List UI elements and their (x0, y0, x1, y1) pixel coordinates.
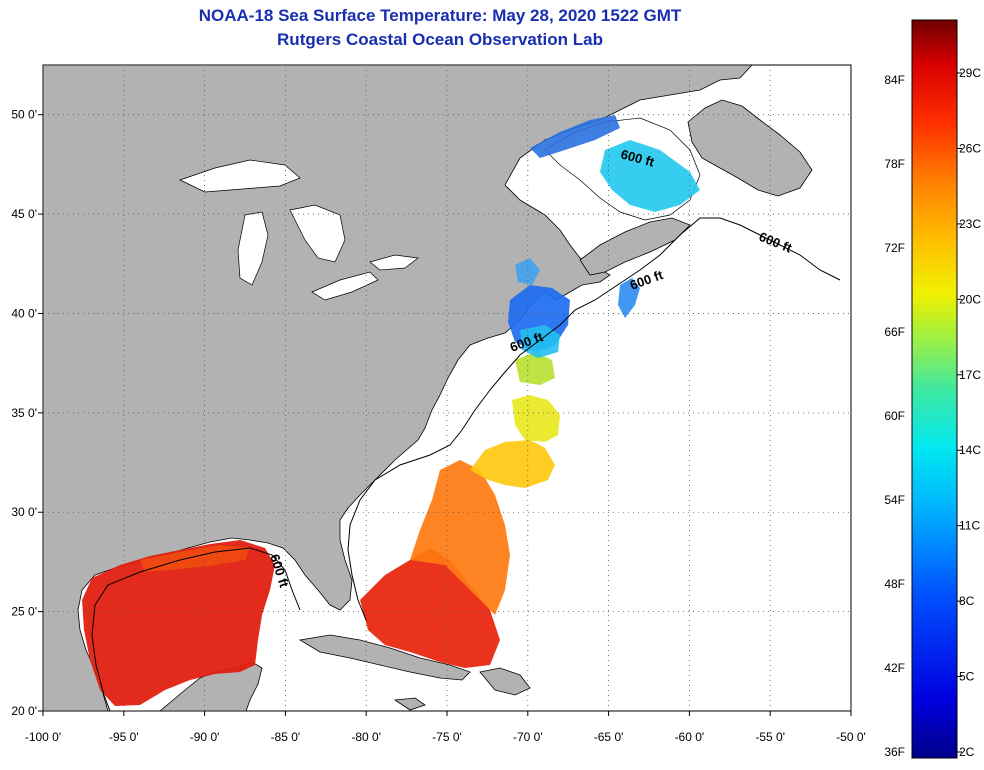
x-axis-ticks: -100 0' -95 0' -90 0' -85 0' -80 0' -75 0' -70… (25, 711, 866, 744)
colorbar-label-c: 2C (959, 745, 975, 759)
y-axis-ticks: 20 0' 25 0' 30 0' 35 0' 40 0' 45 0' 50 0' (11, 108, 43, 718)
colorbar-label-f: 72F (884, 241, 905, 255)
y-tick-label: 30 0' (11, 505, 37, 519)
land-hispaniola (479, 667, 531, 696)
x-tick-label: -85 0' (271, 730, 301, 744)
x-tick-label: -70 0' (513, 730, 543, 744)
x-tick-label: -100 0' (25, 730, 61, 744)
sst-atlantic-yellow (512, 395, 560, 442)
land-cuba (298, 634, 471, 681)
y-tick-label: 25 0' (11, 605, 37, 619)
y-tick-label: 20 0' (11, 704, 37, 718)
colorbar-label-f: 42F (884, 661, 905, 675)
colorbar-label-c: 23C (959, 217, 981, 231)
map-layers (43, 65, 851, 711)
sst-gulf-north-band (140, 545, 250, 572)
isobath-line-gulf (91, 547, 301, 711)
colorbar-label-c: 26C (959, 141, 981, 155)
lake-erie (311, 271, 379, 301)
sst-shelf-cyan (520, 325, 560, 358)
colorbar-label-c: 17C (959, 368, 981, 382)
land-jamaica (393, 697, 426, 711)
colorbar-label-c: 14C (959, 443, 981, 457)
lake-superior (179, 159, 301, 193)
x-tick-label: -95 0' (109, 730, 139, 744)
x-tick-label: -80 0' (351, 730, 381, 744)
colorbar-celsius-labels: 29C 26C 23C 20C 17C 14C 11C 8C 5C 2C (957, 66, 981, 759)
sst-atlantic-south (410, 460, 510, 615)
colorbar-label-f: 60F (884, 409, 905, 423)
colorbar-label-f: 54F (884, 493, 905, 507)
x-tick-label: -55 0' (755, 730, 785, 744)
sst-st-lawrence (600, 140, 700, 212)
colorbar-label-c: 29C (959, 66, 981, 80)
x-tick-label: -75 0' (432, 730, 462, 744)
lake-huron (289, 204, 346, 263)
colorbar-label-f: 36F (884, 745, 905, 759)
colorbar-label-f: 78F (884, 157, 905, 171)
y-tick-label: 35 0' (11, 406, 37, 420)
colorbar-label-f: 48F (884, 577, 905, 591)
y-tick-label: 50 0' (11, 108, 37, 122)
colorbar-label-c: 11C (959, 519, 980, 533)
lake-michigan (237, 211, 269, 286)
map-subtitle: Rutgers Coastal Ocean Observation Lab (277, 30, 603, 49)
colorbar-label-c: 20C (959, 292, 981, 306)
colorbar-fahrenheit-labels: 84F 78F 72F 66F 60F 54F 48F 42F 36F (884, 73, 905, 759)
map-title: NOAA-18 Sea Surface Temperature: May 28,… (198, 6, 682, 25)
colorbar-label-c: 5C (959, 670, 975, 684)
y-tick-label: 45 0' (11, 207, 37, 221)
sst-bahamas (360, 548, 500, 668)
sst-atlantic-mid (470, 440, 555, 488)
lake-ontario (369, 254, 419, 271)
x-tick-label: -60 0' (675, 730, 705, 744)
sst-maine-coast (515, 258, 540, 285)
sst-st-lawrence-estuary (530, 115, 620, 158)
y-tick-label: 40 0' (11, 306, 37, 320)
colorbar-label-f: 66F (884, 325, 905, 339)
x-tick-label: -90 0' (190, 730, 220, 744)
sst-atlantic-yellowgreen (515, 352, 555, 385)
sst-nova-scotia-shelf (618, 278, 640, 318)
colorbar-label-c: 8C (959, 594, 975, 608)
colorbar-label-f: 84F (884, 73, 905, 87)
x-tick-label: -50 0' (836, 730, 866, 744)
colorbar (911, 19, 958, 759)
x-tick-label: -65 0' (594, 730, 624, 744)
land-newfoundland (687, 99, 813, 197)
sst-gulf-of-mexico (82, 540, 275, 706)
isobath-line-east (347, 217, 841, 621)
